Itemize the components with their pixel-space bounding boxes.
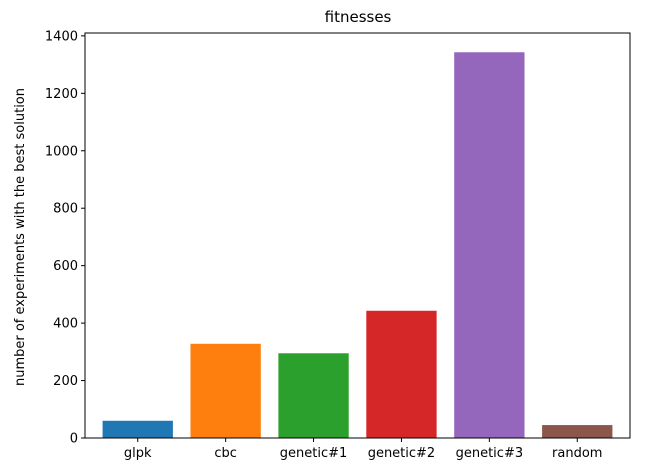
y-tick-label: 600: [53, 259, 78, 274]
x-tick-label: genetic#3: [456, 446, 524, 461]
y-tick-label: 400: [53, 317, 78, 332]
y-tick-label: 0: [70, 432, 78, 447]
x-tick-label: glpk: [124, 446, 152, 461]
x-tick-label: random: [552, 446, 602, 461]
y-tick-label: 800: [53, 202, 78, 217]
y-tick-label: 200: [53, 374, 78, 389]
bar-genetic#3: [454, 52, 525, 438]
y-tick-label: 1200: [45, 87, 78, 102]
x-tick-label: genetic#1: [280, 446, 348, 461]
x-axis: glpk cbc genetic#1 genetic#2 genetic#3 random: [124, 438, 602, 461]
bar-cbc: [190, 343, 261, 438]
y-axis-label: number of experiments with the best solu…: [13, 88, 28, 386]
bar-glpk: [102, 420, 173, 438]
x-tick-label: genetic#2: [368, 446, 436, 461]
chart-title: fitnesses: [325, 8, 392, 26]
bars-group: [102, 52, 613, 438]
y-tick-label: 1000: [45, 144, 78, 159]
y-tick-label: 1400: [45, 29, 78, 44]
y-axis: 0 200 400 600 800 1000 1200 1400: [45, 29, 85, 447]
plot-frame: [84, 32, 631, 439]
bar-genetic#2: [366, 310, 437, 438]
x-tick-label: cbc: [214, 446, 237, 461]
bar-genetic#1: [278, 353, 349, 438]
bar-random: [542, 425, 613, 438]
